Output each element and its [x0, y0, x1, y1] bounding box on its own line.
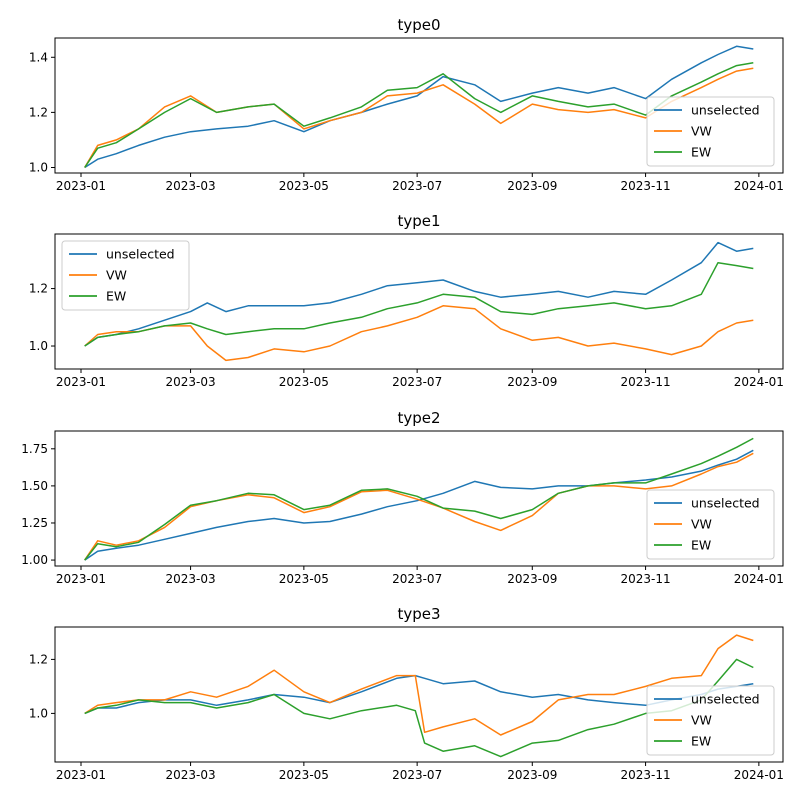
- y-tick-label: 1.0: [29, 339, 48, 353]
- y-tick-label: 1.0: [29, 160, 48, 174]
- series-line-ew: [84, 261, 754, 347]
- y-tick-label: 1.2: [29, 105, 48, 119]
- series-line-vw: [84, 452, 754, 561]
- legend-label: unselected: [106, 247, 175, 262]
- x-tick-label: 2023-09: [507, 179, 557, 193]
- y-tick-label: 1.25: [21, 516, 48, 530]
- legend-box: [646, 489, 775, 560]
- x-tick-label: 2023-01: [56, 768, 106, 782]
- series-line-ew: [84, 437, 754, 561]
- chart-title: type3: [397, 605, 440, 623]
- plot-area: [54, 430, 784, 567]
- x-tick-label: 2023-11: [621, 572, 671, 586]
- series-line-vw: [84, 305, 754, 362]
- legend-box: [646, 96, 775, 167]
- x-tick-label: 2024-01: [734, 572, 784, 586]
- x-tick-label: 2023-05: [279, 768, 329, 782]
- x-tick-label: 2024-01: [734, 768, 784, 782]
- y-tick-label: 1.2: [29, 282, 48, 296]
- legend-label: VW: [106, 268, 127, 283]
- legend-box: [646, 685, 775, 756]
- legend-label: unselected: [691, 103, 760, 118]
- legend-label: EW: [691, 145, 711, 160]
- legend-label: EW: [106, 289, 126, 304]
- legend-label: VW: [691, 713, 712, 728]
- x-tick-label: 2023-09: [507, 768, 557, 782]
- x-tick-label: 2023-03: [166, 375, 216, 389]
- chart-title: type1: [397, 212, 440, 230]
- legend-label: unselected: [691, 496, 760, 511]
- legend-label: EW: [691, 538, 711, 553]
- x-tick-label: 2023-07: [392, 572, 442, 586]
- x-tick-label: 2023-05: [279, 572, 329, 586]
- x-tick-label: 2023-09: [507, 375, 557, 389]
- y-tick-label: 1.75: [21, 442, 48, 456]
- plot-area: [54, 37, 784, 174]
- x-tick-label: 2023-09: [507, 572, 557, 586]
- chart-title: type0: [397, 16, 440, 34]
- legend-label: VW: [691, 517, 712, 532]
- y-tick-label: 1.0: [29, 706, 48, 720]
- y-tick-label: 1.50: [21, 479, 48, 493]
- chart-panel-2: type2 2023-01 2023-03 2023-05 2023-07 2023-09…: [21, 409, 784, 586]
- x-tick-label: 2023-05: [279, 375, 329, 389]
- plot-area: [54, 233, 784, 370]
- x-tick-label: 2023-11: [621, 768, 671, 782]
- x-tick-label: 2023-03: [166, 768, 216, 782]
- x-tick-label: 2023-07: [392, 179, 442, 193]
- legend-box: [61, 240, 190, 311]
- x-tick-label: 2023-01: [56, 572, 106, 586]
- y-tick-label: 1.2: [29, 652, 48, 666]
- legend: unselected VW EW: [646, 489, 775, 560]
- x-tick-label: 2023-01: [56, 375, 106, 389]
- x-tick-label: 2023-07: [392, 768, 442, 782]
- series-line-unselected: [84, 449, 754, 561]
- x-tick-label: 2023-07: [392, 375, 442, 389]
- legend: unselected VW EW: [646, 96, 775, 167]
- x-tick-label: 2023-01: [56, 179, 106, 193]
- y-tick-label: 1.4: [29, 50, 48, 64]
- x-tick-label: 2024-01: [734, 375, 784, 389]
- series-line-unselected: [84, 241, 754, 347]
- legend-label: unselected: [691, 692, 760, 707]
- x-tick-label: 2024-01: [734, 179, 784, 193]
- series-line-unselected: [84, 45, 754, 169]
- x-tick-label: 2023-05: [279, 179, 329, 193]
- legend-label: VW: [691, 124, 712, 139]
- x-tick-label: 2023-03: [166, 179, 216, 193]
- chart-panel-3: type3 2023-01 2023-03 2023-05 2023-07 2023-09…: [29, 605, 784, 782]
- x-tick-label: 2023-03: [166, 572, 216, 586]
- legend: unselected VW EW: [646, 685, 775, 756]
- chart-panel-1: type1 2023-01 2023-03 2023-05 2023-07 2023-09…: [29, 212, 784, 389]
- chart-title: type2: [397, 409, 440, 427]
- x-tick-label: 2023-11: [621, 375, 671, 389]
- chart-panel-0: type0 2023-01 2023-03 2023-05 2023-07 2023-09…: [29, 16, 784, 193]
- legend-label: EW: [691, 734, 711, 749]
- series-line-vw: [84, 634, 754, 736]
- y-tick-label: 1.00: [21, 553, 48, 567]
- plot-area: [54, 626, 784, 763]
- legend: unselected VW EW: [61, 240, 190, 311]
- x-tick-label: 2023-11: [621, 179, 671, 193]
